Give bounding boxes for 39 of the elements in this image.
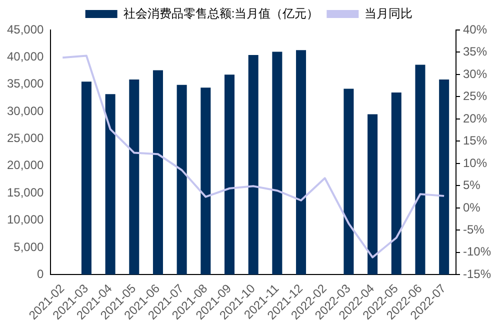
y2-tick-label: 20% [462, 111, 488, 126]
bar [81, 82, 92, 275]
y-tick-label: 10,000 [7, 212, 44, 227]
y-tick-label: 40,000 [7, 50, 44, 64]
legend-label: 社会消费品零售总额:当月值（亿元） [123, 6, 319, 20]
y-tick-label: 45,000 [7, 22, 44, 36]
bar [176, 84, 187, 275]
bar [415, 64, 426, 275]
y2-tick-label: -15% [462, 266, 492, 281]
y-tick-label: 0 [37, 266, 44, 281]
bar [200, 88, 211, 275]
bar [105, 94, 116, 275]
y2-tick-label: 30% [462, 66, 488, 81]
y2-tick-label: 15% [462, 134, 488, 148]
y2-tick-label: 5% [462, 178, 481, 192]
y-tick-label: 15,000 [7, 185, 44, 200]
y-tick-label: 5,000 [14, 240, 44, 254]
y-tick-label: 30,000 [7, 104, 44, 118]
bar [296, 50, 306, 275]
bar [224, 74, 235, 275]
bar [344, 88, 354, 275]
bar [272, 52, 282, 275]
legend-label: 当月同比 [364, 6, 413, 20]
bar [129, 79, 140, 275]
bar [248, 55, 258, 275]
y2-tick-label: 0% [462, 200, 481, 214]
y2-tick-label: -5% [462, 222, 485, 237]
bar [439, 79, 450, 275]
y-tick-label: 25,000 [7, 131, 44, 146]
bar [152, 70, 163, 275]
y2-tick-label: 25% [462, 89, 488, 104]
y2-tick-label: 35% [462, 44, 488, 59]
y2-tick-label: -10% [462, 244, 492, 259]
y-tick-label: 20,000 [7, 158, 44, 172]
y2-tick-label: 10% [462, 156, 488, 170]
y-tick-label: 35,000 [7, 76, 44, 91]
y2-tick-label: 40% [462, 22, 488, 36]
bar [368, 114, 378, 275]
bar [391, 92, 402, 275]
